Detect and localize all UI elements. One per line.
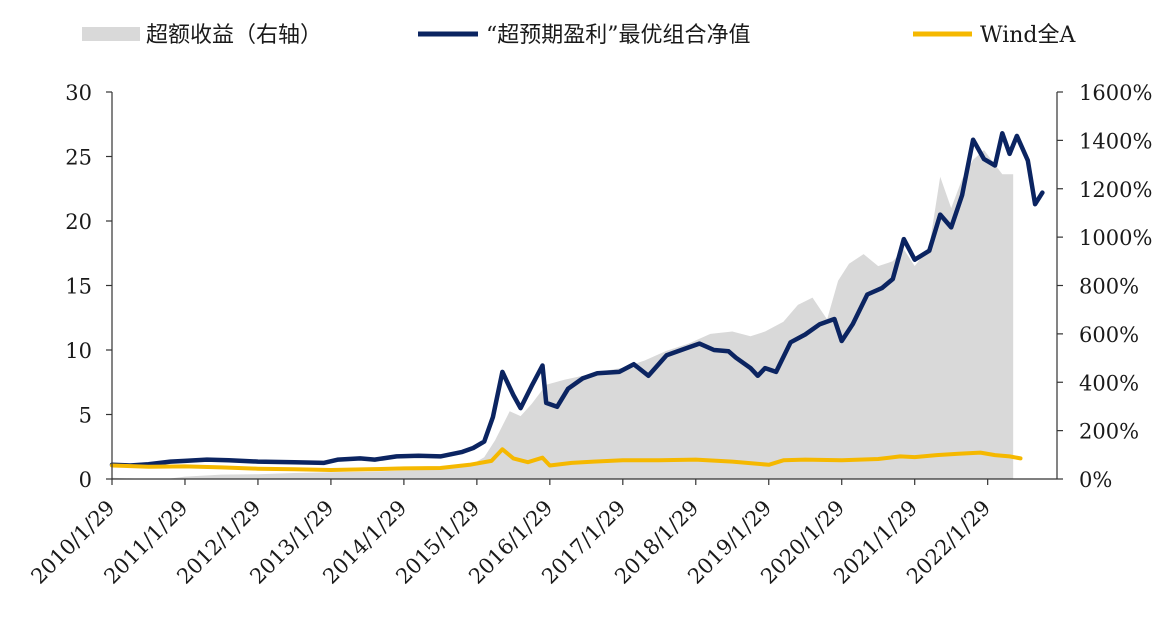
y-left-tick-label: 0 [79,468,92,492]
legend-swatch-excess-return [82,27,140,41]
y-left-tick-label: 10 [65,339,92,363]
area-layer [112,150,1014,479]
legend-label-excess-return: 超额收益（右轴） [146,23,322,48]
series-line-wind-all-a [110,447,1023,472]
y-left-tick-label: 30 [65,81,92,105]
y-right-tick-label: 1000% [1079,226,1152,250]
y-right-tick-label: 1600% [1079,81,1152,105]
series-area-excess-return [112,150,1014,479]
y-right-tick-label: 200% [1079,420,1139,444]
line-layer [109,131,1045,472]
y-left-tick-label: 20 [65,210,92,234]
legend: 超额收益（右轴） “超预期盈利”最优组合净值 Wind全A [82,23,1077,48]
y-right-tick-label: 0% [1079,468,1112,492]
y-left-tick-label: 25 [65,146,92,170]
series-line-portfolio-nav [109,131,1045,468]
y-right-tick-label: 1400% [1079,129,1152,153]
y-right-tick-label: 800% [1079,275,1139,299]
y-right-tick-label: 600% [1079,323,1139,347]
legend-label-portfolio-nav: “超预期盈利”最优组合净值 [486,23,751,48]
y-right-tick-label: 1200% [1079,178,1152,202]
y-left-tick-label: 15 [65,275,92,299]
y-left-tick-label: 5 [79,404,92,428]
y-right-tick-label: 400% [1079,371,1139,395]
legend-label-wind-all-a: Wind全A [980,23,1077,48]
